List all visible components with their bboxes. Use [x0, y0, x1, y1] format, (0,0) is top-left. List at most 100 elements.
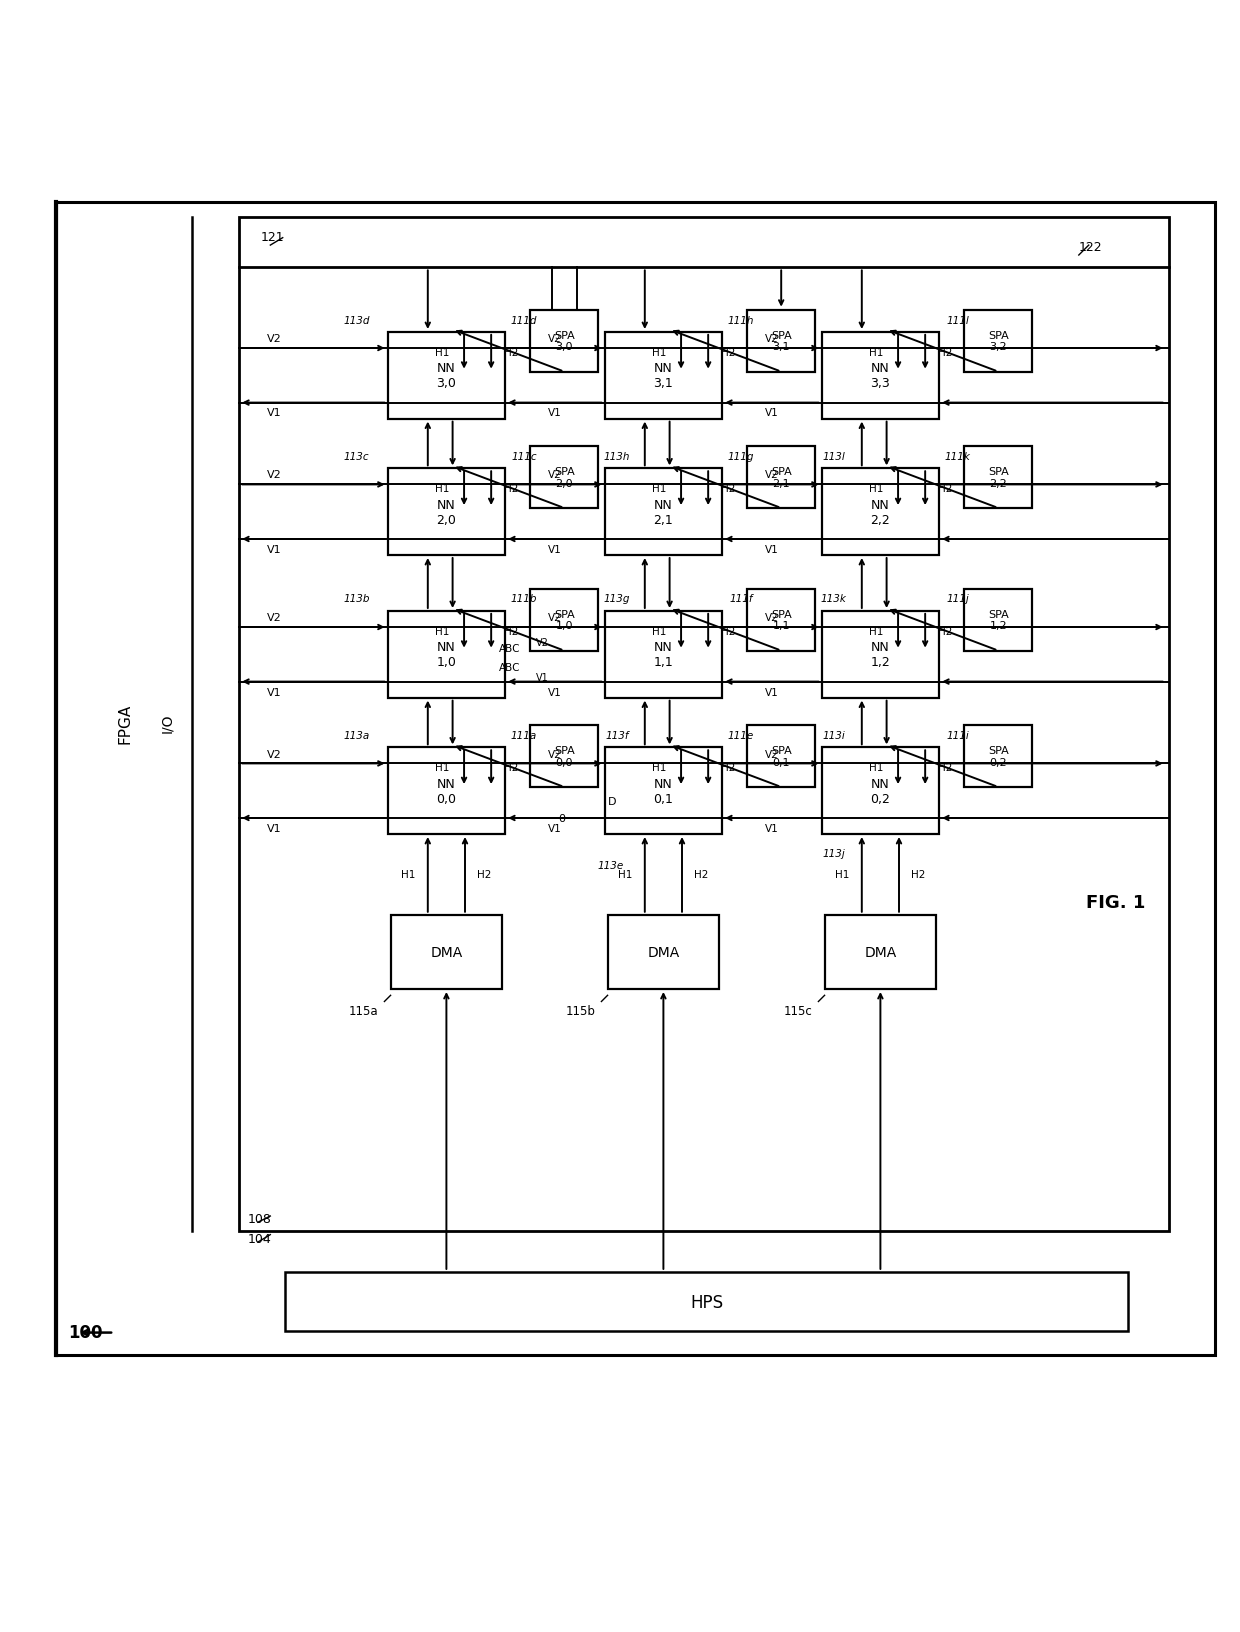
Text: V2: V2 [548, 335, 562, 344]
FancyBboxPatch shape [746, 447, 816, 509]
FancyBboxPatch shape [387, 468, 506, 557]
Text: 111g: 111g [728, 452, 754, 462]
Text: V1: V1 [548, 408, 562, 418]
Text: V1: V1 [765, 824, 779, 834]
Text: 115a: 115a [348, 1004, 378, 1017]
FancyBboxPatch shape [387, 333, 506, 419]
Text: H1: H1 [401, 870, 415, 880]
Text: SPA
0,2: SPA 0,2 [988, 746, 1008, 767]
FancyBboxPatch shape [605, 747, 722, 834]
Text: V2: V2 [536, 638, 549, 648]
Text: 113b: 113b [343, 594, 370, 604]
Text: NN
2,2: NN 2,2 [870, 498, 890, 527]
Text: H2: H2 [720, 483, 735, 494]
Text: H2: H2 [937, 483, 952, 494]
Text: V2: V2 [548, 470, 562, 480]
Text: H2: H2 [694, 870, 709, 880]
Text: H2: H2 [937, 348, 952, 357]
Text: 111f: 111f [729, 594, 753, 604]
Text: 113e: 113e [598, 860, 624, 870]
Text: H1: H1 [869, 483, 883, 494]
Text: HPS: HPS [691, 1293, 723, 1310]
Text: 111d: 111d [511, 315, 537, 325]
Text: NN
2,1: NN 2,1 [653, 498, 673, 527]
Text: H2: H2 [720, 627, 735, 636]
Text: V1: V1 [267, 545, 281, 555]
Text: V1: V1 [548, 687, 562, 697]
Text: NN
2,0: NN 2,0 [436, 498, 456, 527]
Text: H2: H2 [477, 870, 492, 880]
Text: H1: H1 [435, 762, 449, 772]
Text: V1: V1 [267, 687, 281, 697]
Text: V1: V1 [267, 408, 281, 418]
Text: NN
1,2: NN 1,2 [870, 641, 890, 669]
Text: D: D [609, 796, 616, 806]
FancyBboxPatch shape [531, 310, 598, 372]
Text: 111c: 111c [511, 452, 537, 462]
Text: H1: H1 [869, 348, 883, 357]
Text: V2: V2 [267, 612, 281, 623]
Text: H1: H1 [652, 483, 666, 494]
Text: V2: V2 [548, 749, 562, 759]
FancyBboxPatch shape [746, 310, 816, 372]
Text: H1: H1 [652, 348, 666, 357]
Text: V2: V2 [267, 470, 281, 480]
Text: 111b: 111b [511, 594, 537, 604]
Text: 111l: 111l [946, 315, 970, 325]
Text: SPA
3,2: SPA 3,2 [988, 331, 1008, 353]
Text: H1: H1 [435, 627, 449, 636]
Text: H1: H1 [869, 627, 883, 636]
Text: V2: V2 [765, 612, 779, 623]
Text: V1: V1 [548, 824, 562, 834]
Text: V1: V1 [536, 672, 549, 682]
Text: SPA
3,0: SPA 3,0 [554, 331, 574, 353]
FancyBboxPatch shape [531, 589, 598, 651]
FancyBboxPatch shape [821, 333, 940, 419]
FancyBboxPatch shape [821, 468, 940, 557]
Text: 111a: 111a [511, 731, 537, 741]
FancyBboxPatch shape [965, 589, 1033, 651]
Text: SPA
1,0: SPA 1,0 [554, 609, 574, 632]
Text: FPGA: FPGA [118, 703, 133, 743]
Text: H1: H1 [435, 483, 449, 494]
Text: V1: V1 [765, 687, 779, 697]
Text: H2: H2 [503, 762, 518, 772]
Text: DMA: DMA [864, 945, 897, 960]
FancyBboxPatch shape [965, 310, 1033, 372]
Text: V2: V2 [765, 335, 779, 344]
Text: DMA: DMA [430, 945, 463, 960]
Text: 115b: 115b [565, 1004, 595, 1017]
Text: SPA
3,1: SPA 3,1 [771, 331, 791, 353]
Text: 100: 100 [68, 1324, 103, 1342]
Text: 113d: 113d [343, 315, 370, 325]
Text: 113h: 113h [604, 452, 630, 462]
FancyBboxPatch shape [56, 202, 1215, 1355]
Text: V2: V2 [267, 749, 281, 759]
Text: V2: V2 [765, 749, 779, 759]
Text: 111i: 111i [946, 731, 970, 741]
Text: H2: H2 [720, 762, 735, 772]
Text: H2: H2 [503, 348, 518, 357]
Text: 121: 121 [260, 230, 284, 243]
FancyBboxPatch shape [387, 747, 506, 834]
Text: 108: 108 [248, 1213, 272, 1226]
Text: NN
3,1: NN 3,1 [653, 362, 673, 390]
Text: 111h: 111h [728, 315, 754, 325]
Text: H1: H1 [435, 348, 449, 357]
Text: NN
3,3: NN 3,3 [870, 362, 890, 390]
Text: SPA
2,2: SPA 2,2 [988, 467, 1008, 488]
FancyBboxPatch shape [746, 726, 816, 788]
Text: 113i: 113i [822, 731, 846, 741]
Text: H2: H2 [911, 870, 926, 880]
FancyBboxPatch shape [746, 589, 816, 651]
FancyBboxPatch shape [531, 726, 598, 788]
FancyBboxPatch shape [605, 468, 722, 557]
Text: H1: H1 [835, 870, 849, 880]
Text: 0: 0 [558, 813, 565, 824]
Text: SPA
2,1: SPA 2,1 [771, 467, 791, 488]
Text: 113c: 113c [343, 452, 370, 462]
Text: V1: V1 [267, 824, 281, 834]
Text: SPA
1,2: SPA 1,2 [988, 609, 1008, 632]
Text: H2: H2 [720, 348, 735, 357]
Text: DMA: DMA [647, 945, 680, 960]
